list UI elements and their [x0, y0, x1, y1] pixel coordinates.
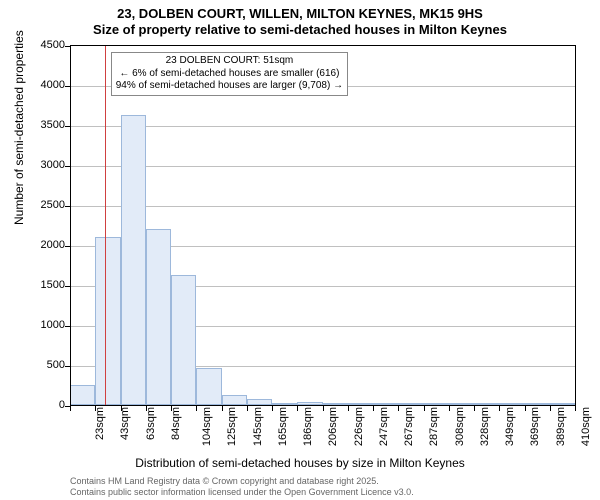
- histogram-bar: [196, 368, 221, 405]
- y-tick-label: 4000: [15, 79, 65, 91]
- chart-title-line2: Size of property relative to semi-detach…: [0, 22, 600, 37]
- annotation-line2: ← 6% of semi-detached houses are smaller…: [116, 68, 343, 81]
- histogram-bar: [222, 395, 247, 405]
- y-tick-label: 1500: [15, 279, 65, 291]
- x-tick-label: 43sqm: [119, 407, 131, 440]
- histogram-bar: [171, 275, 196, 405]
- x-tick-label: 247sqm: [378, 407, 390, 446]
- x-tick-label: 308sqm: [454, 407, 466, 446]
- x-tick-label: 267sqm: [403, 407, 415, 446]
- x-tick-label: 104sqm: [201, 407, 213, 446]
- histogram-bar: [146, 229, 171, 405]
- plot-area: 23 DOLBEN COURT: 51sqm ← 6% of semi-deta…: [70, 45, 575, 405]
- x-tick-label: 389sqm: [555, 407, 567, 446]
- x-tick-label: 165sqm: [277, 407, 289, 446]
- y-tick-label: 2500: [15, 199, 65, 211]
- x-tick-label: 63sqm: [145, 407, 157, 440]
- x-tick-label: 369sqm: [529, 407, 541, 446]
- y-tick-label: 3500: [15, 119, 65, 131]
- y-tick-label: 4500: [15, 39, 65, 51]
- footer-line2: Contains public sector information licen…: [70, 487, 414, 497]
- x-tick-label: 287sqm: [428, 407, 440, 446]
- plot-frame: 23 DOLBEN COURT: 51sqm ← 6% of semi-deta…: [70, 45, 576, 406]
- annotation-line3: 94% of semi-detached houses are larger (…: [116, 80, 343, 93]
- chart-container: 23, DOLBEN COURT, WILLEN, MILTON KEYNES,…: [0, 0, 600, 500]
- x-tick-label: 23sqm: [94, 407, 106, 440]
- histogram-bar: [121, 115, 146, 405]
- x-tick-label: 84sqm: [170, 407, 182, 440]
- x-axis-label: Distribution of semi-detached houses by …: [0, 456, 600, 470]
- footer-line1: Contains HM Land Registry data © Crown c…: [70, 476, 379, 486]
- y-tick-label: 2000: [15, 239, 65, 251]
- y-tick-label: 3000: [15, 159, 65, 171]
- chart-title-line1: 23, DOLBEN COURT, WILLEN, MILTON KEYNES,…: [0, 6, 600, 21]
- x-tick-label: 186sqm: [302, 407, 314, 446]
- annotation-box: 23 DOLBEN COURT: 51sqm ← 6% of semi-deta…: [111, 52, 348, 96]
- histogram-bar: [95, 237, 120, 405]
- reference-line: [105, 46, 106, 406]
- y-tick-label: 500: [15, 359, 65, 371]
- x-tick-label: 206sqm: [327, 407, 339, 446]
- y-tick-label: 1000: [15, 319, 65, 331]
- x-tick-label: 226sqm: [353, 407, 365, 446]
- histogram-bar: [70, 385, 95, 405]
- x-tick-label: 410sqm: [580, 407, 592, 446]
- annotation-line1: 23 DOLBEN COURT: 51sqm: [116, 55, 343, 68]
- x-tick-label: 328sqm: [479, 407, 491, 446]
- x-tick-label: 145sqm: [252, 407, 264, 446]
- y-tick-label: 0: [15, 399, 65, 411]
- x-tick-label: 349sqm: [504, 407, 516, 446]
- x-tick-label: 125sqm: [226, 407, 238, 446]
